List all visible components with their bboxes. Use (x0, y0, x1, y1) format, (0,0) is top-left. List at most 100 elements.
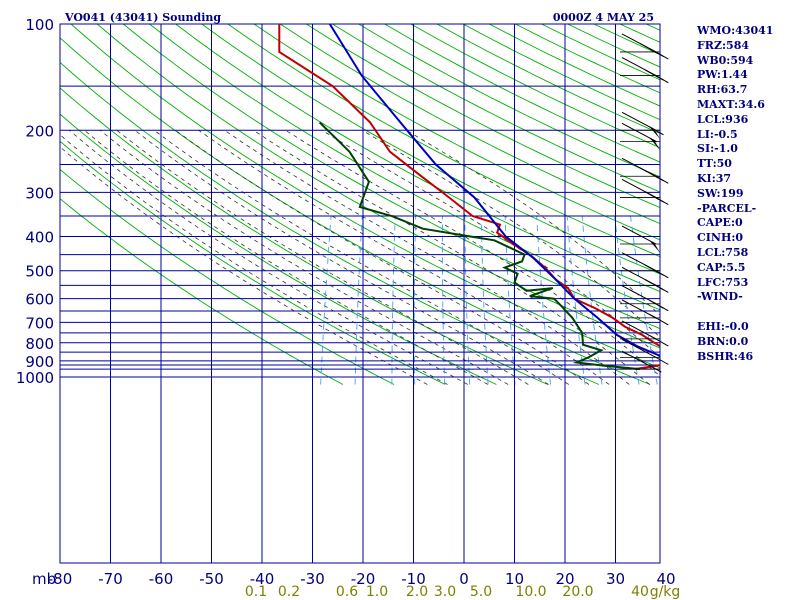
mixing-ratio-line (320, 216, 332, 385)
x-tick-label: -70 (98, 570, 123, 588)
y-tick-label: 500 (25, 263, 54, 281)
mixing-ratio-line (391, 216, 396, 385)
index-line (697, 305, 797, 320)
moist-adiabat (321, 129, 660, 358)
mixing-ratio-label: 3.0 (434, 584, 456, 600)
mixing-ratio-label: 10.0 (515, 584, 546, 600)
y-tick-label: 100 (25, 16, 54, 34)
wind-barb-feather (644, 264, 660, 274)
mixing-ratio-line (659, 216, 660, 218)
series-dewpoint (318, 121, 640, 371)
mixing-ratio-line (464, 216, 471, 385)
moist-adiabat (153, 129, 569, 385)
wind-barb-flag (649, 240, 661, 254)
index-line: LFC:753 (697, 275, 749, 289)
index-line: WMO:43041 (697, 24, 774, 37)
index-line: SW:199 (697, 186, 744, 200)
mixing-ratio-label: 0.6 (336, 584, 358, 600)
index-line: BRN:0.0 (697, 334, 749, 348)
mixing-ratio-line (413, 216, 417, 385)
wind-barb-feather (654, 337, 669, 347)
y-tick-label: 700 (25, 314, 54, 332)
mixing-ratio-label: 0.2 (278, 584, 300, 600)
wind-barb (621, 338, 669, 365)
mixing-ratio-line (441, 216, 446, 385)
dry-adiabat (332, 24, 660, 193)
dry-adiabat (306, 24, 660, 209)
index-line: TT:50 (697, 157, 732, 171)
y-tick-label: 900 (25, 353, 54, 371)
dry-adiabat (96, 24, 660, 349)
index-line: CAP:5.5 (697, 260, 746, 274)
wind-barb (621, 122, 661, 151)
mixing-ratio-label: 5.0 (470, 584, 492, 600)
x-tick-label: -20 (351, 570, 376, 588)
wind-barb (621, 179, 669, 205)
y-tick-label: 300 (25, 184, 54, 202)
wind-barb-half-feather (654, 367, 662, 373)
moist-adiabats (60, 129, 660, 385)
mixing-ratio-label: 20.0 (562, 584, 593, 600)
wind-barb-flag (649, 137, 661, 151)
wind-barb (621, 111, 664, 140)
dry-adiabat (60, 198, 344, 385)
isotherm-grid (60, 24, 616, 563)
dry-adiabat (149, 24, 660, 311)
wind-barb-feather (654, 316, 669, 326)
moist-adiabat (134, 129, 549, 385)
mixing-ratio-line (354, 216, 363, 385)
plot-frame (59, 23, 661, 564)
moist-adiabat (175, 129, 590, 385)
index-line: LCL:758 (697, 245, 749, 259)
series-parcel (328, 24, 660, 357)
index-line: EHI:-0.0 (697, 319, 749, 333)
dry-adiabat (60, 87, 548, 385)
x-tick-label: 10 (505, 570, 524, 588)
index-line: FRZ:584 (697, 38, 750, 52)
wind-barb-feather (644, 169, 660, 179)
y-tick-label: 400 (25, 229, 54, 247)
dry-adiabat (60, 61, 600, 385)
wind-barb-flag (649, 126, 661, 140)
y-tick-label: 600 (25, 291, 54, 309)
moist-adiabat (60, 134, 448, 385)
wind-barb (621, 350, 662, 373)
moist-adiabat (285, 129, 660, 377)
moist-adiabat (60, 146, 428, 385)
wind-barb (621, 57, 669, 84)
index-line: BSHR:46 (697, 349, 754, 363)
mixing-ratio-line (480, 216, 489, 385)
moist-adiabat (224, 129, 630, 385)
wind-barb-shaft (621, 225, 657, 245)
index-line: MAXT:34.6 (697, 97, 765, 111)
index-line: PW:1.44 (697, 68, 748, 82)
moist-adiabat (406, 129, 660, 316)
mixing-ratio-lines (320, 216, 660, 385)
wind-barb-feather (644, 45, 660, 55)
moist-adiabat (84, 129, 489, 385)
wind-barb (621, 157, 669, 184)
wind-barb (621, 285, 669, 312)
mixing-ratio-line (581, 216, 603, 385)
indices-panel: WMO:43041 FRZ:584 WB0:594 PW:1.44 RH:63.7 MAX… (697, 24, 797, 364)
wind-barb-half-feather (639, 43, 648, 48)
wind-barb-feather (649, 281, 664, 291)
moist-adiabat (116, 129, 529, 385)
y-tick-label: 1000 (16, 369, 54, 387)
x-tick-label: -30 (300, 570, 325, 588)
wind-barb-half-feather (644, 278, 653, 284)
y-tick-label: 200 (25, 122, 54, 140)
wind-barb-half-feather (649, 137, 657, 143)
mixing-ratio-line (536, 216, 552, 385)
moist-adiabat (361, 129, 660, 338)
dry-adiabat (201, 24, 660, 275)
wind-barb-feather (644, 69, 660, 79)
mixing-ratio-label: g/kg (650, 584, 681, 600)
dry-adiabat (279, 24, 660, 225)
wind-barb-half-feather (649, 314, 657, 319)
mixing-ratio-label: 1.0 (366, 584, 388, 600)
moist-adiabat (69, 129, 468, 385)
sounding-profiles (278, 24, 660, 371)
wind-barb-shaft (621, 350, 657, 370)
